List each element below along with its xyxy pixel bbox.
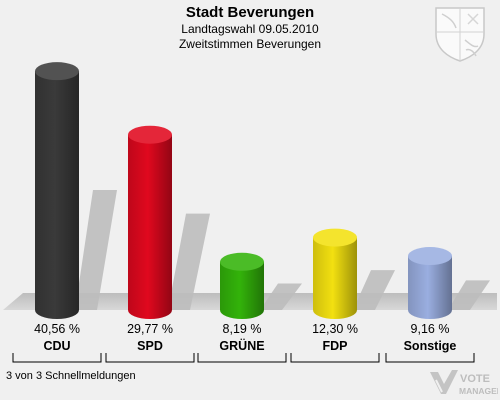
bar-top-sonstige bbox=[408, 247, 452, 266]
value-label-fdp: 12,30 % bbox=[312, 322, 358, 336]
bar-shadow-cdu bbox=[75, 190, 117, 310]
value-label-spd: 29,77 % bbox=[127, 322, 173, 336]
bar-shadow-fdp bbox=[353, 270, 395, 310]
category-label-sonstige: Sonstige bbox=[404, 339, 457, 353]
chart-subtitle: Landtagswahl 09.05.2010 bbox=[181, 22, 319, 36]
category-bracket-sonstige bbox=[385, 353, 475, 363]
bar-top-fdp bbox=[313, 228, 357, 247]
logo-text-manager: MANAGER bbox=[459, 386, 498, 396]
coat-of-arms-icon bbox=[435, 7, 485, 62]
chart-title: Stadt Beverungen bbox=[185, 4, 315, 21]
bar-spd bbox=[128, 134, 172, 319]
bar-fdp bbox=[313, 237, 357, 319]
bar-shadow-grne bbox=[260, 283, 302, 310]
bar-grne bbox=[220, 261, 264, 319]
bar-top-cdu bbox=[35, 62, 79, 81]
vote-manager-logo: VOTE MANAGER bbox=[430, 370, 498, 396]
value-label-sonstige: 9,16 % bbox=[411, 322, 450, 336]
bar-top-spd bbox=[128, 125, 172, 144]
bar-top-grne bbox=[220, 252, 264, 271]
value-label-grne: 8,19 % bbox=[223, 322, 262, 336]
category-label-grne: GRÜNE bbox=[219, 338, 264, 353]
logo-text-vote: VOTE bbox=[460, 373, 490, 385]
category-label-spd: SPD bbox=[137, 339, 163, 353]
chart-subtitle-2: Zweitstimmen Beverungen bbox=[178, 37, 322, 51]
category-label-cdu: CDU bbox=[43, 339, 70, 353]
status-text: 3 von 3 Schnellmeldungen bbox=[6, 370, 136, 382]
bar-sonstige bbox=[408, 256, 452, 319]
category-bracket-grne bbox=[197, 353, 287, 363]
bar-shadow-sonstige bbox=[448, 280, 490, 310]
bar-cdu bbox=[35, 71, 79, 319]
bar-shadow-spd bbox=[168, 213, 210, 310]
value-label-cdu: 40,56 % bbox=[34, 322, 80, 336]
category-bracket-cdu bbox=[12, 353, 102, 363]
category-bracket-spd bbox=[105, 353, 195, 363]
category-bracket-fdp bbox=[290, 353, 380, 363]
category-label-fdp: FDP bbox=[323, 339, 348, 353]
